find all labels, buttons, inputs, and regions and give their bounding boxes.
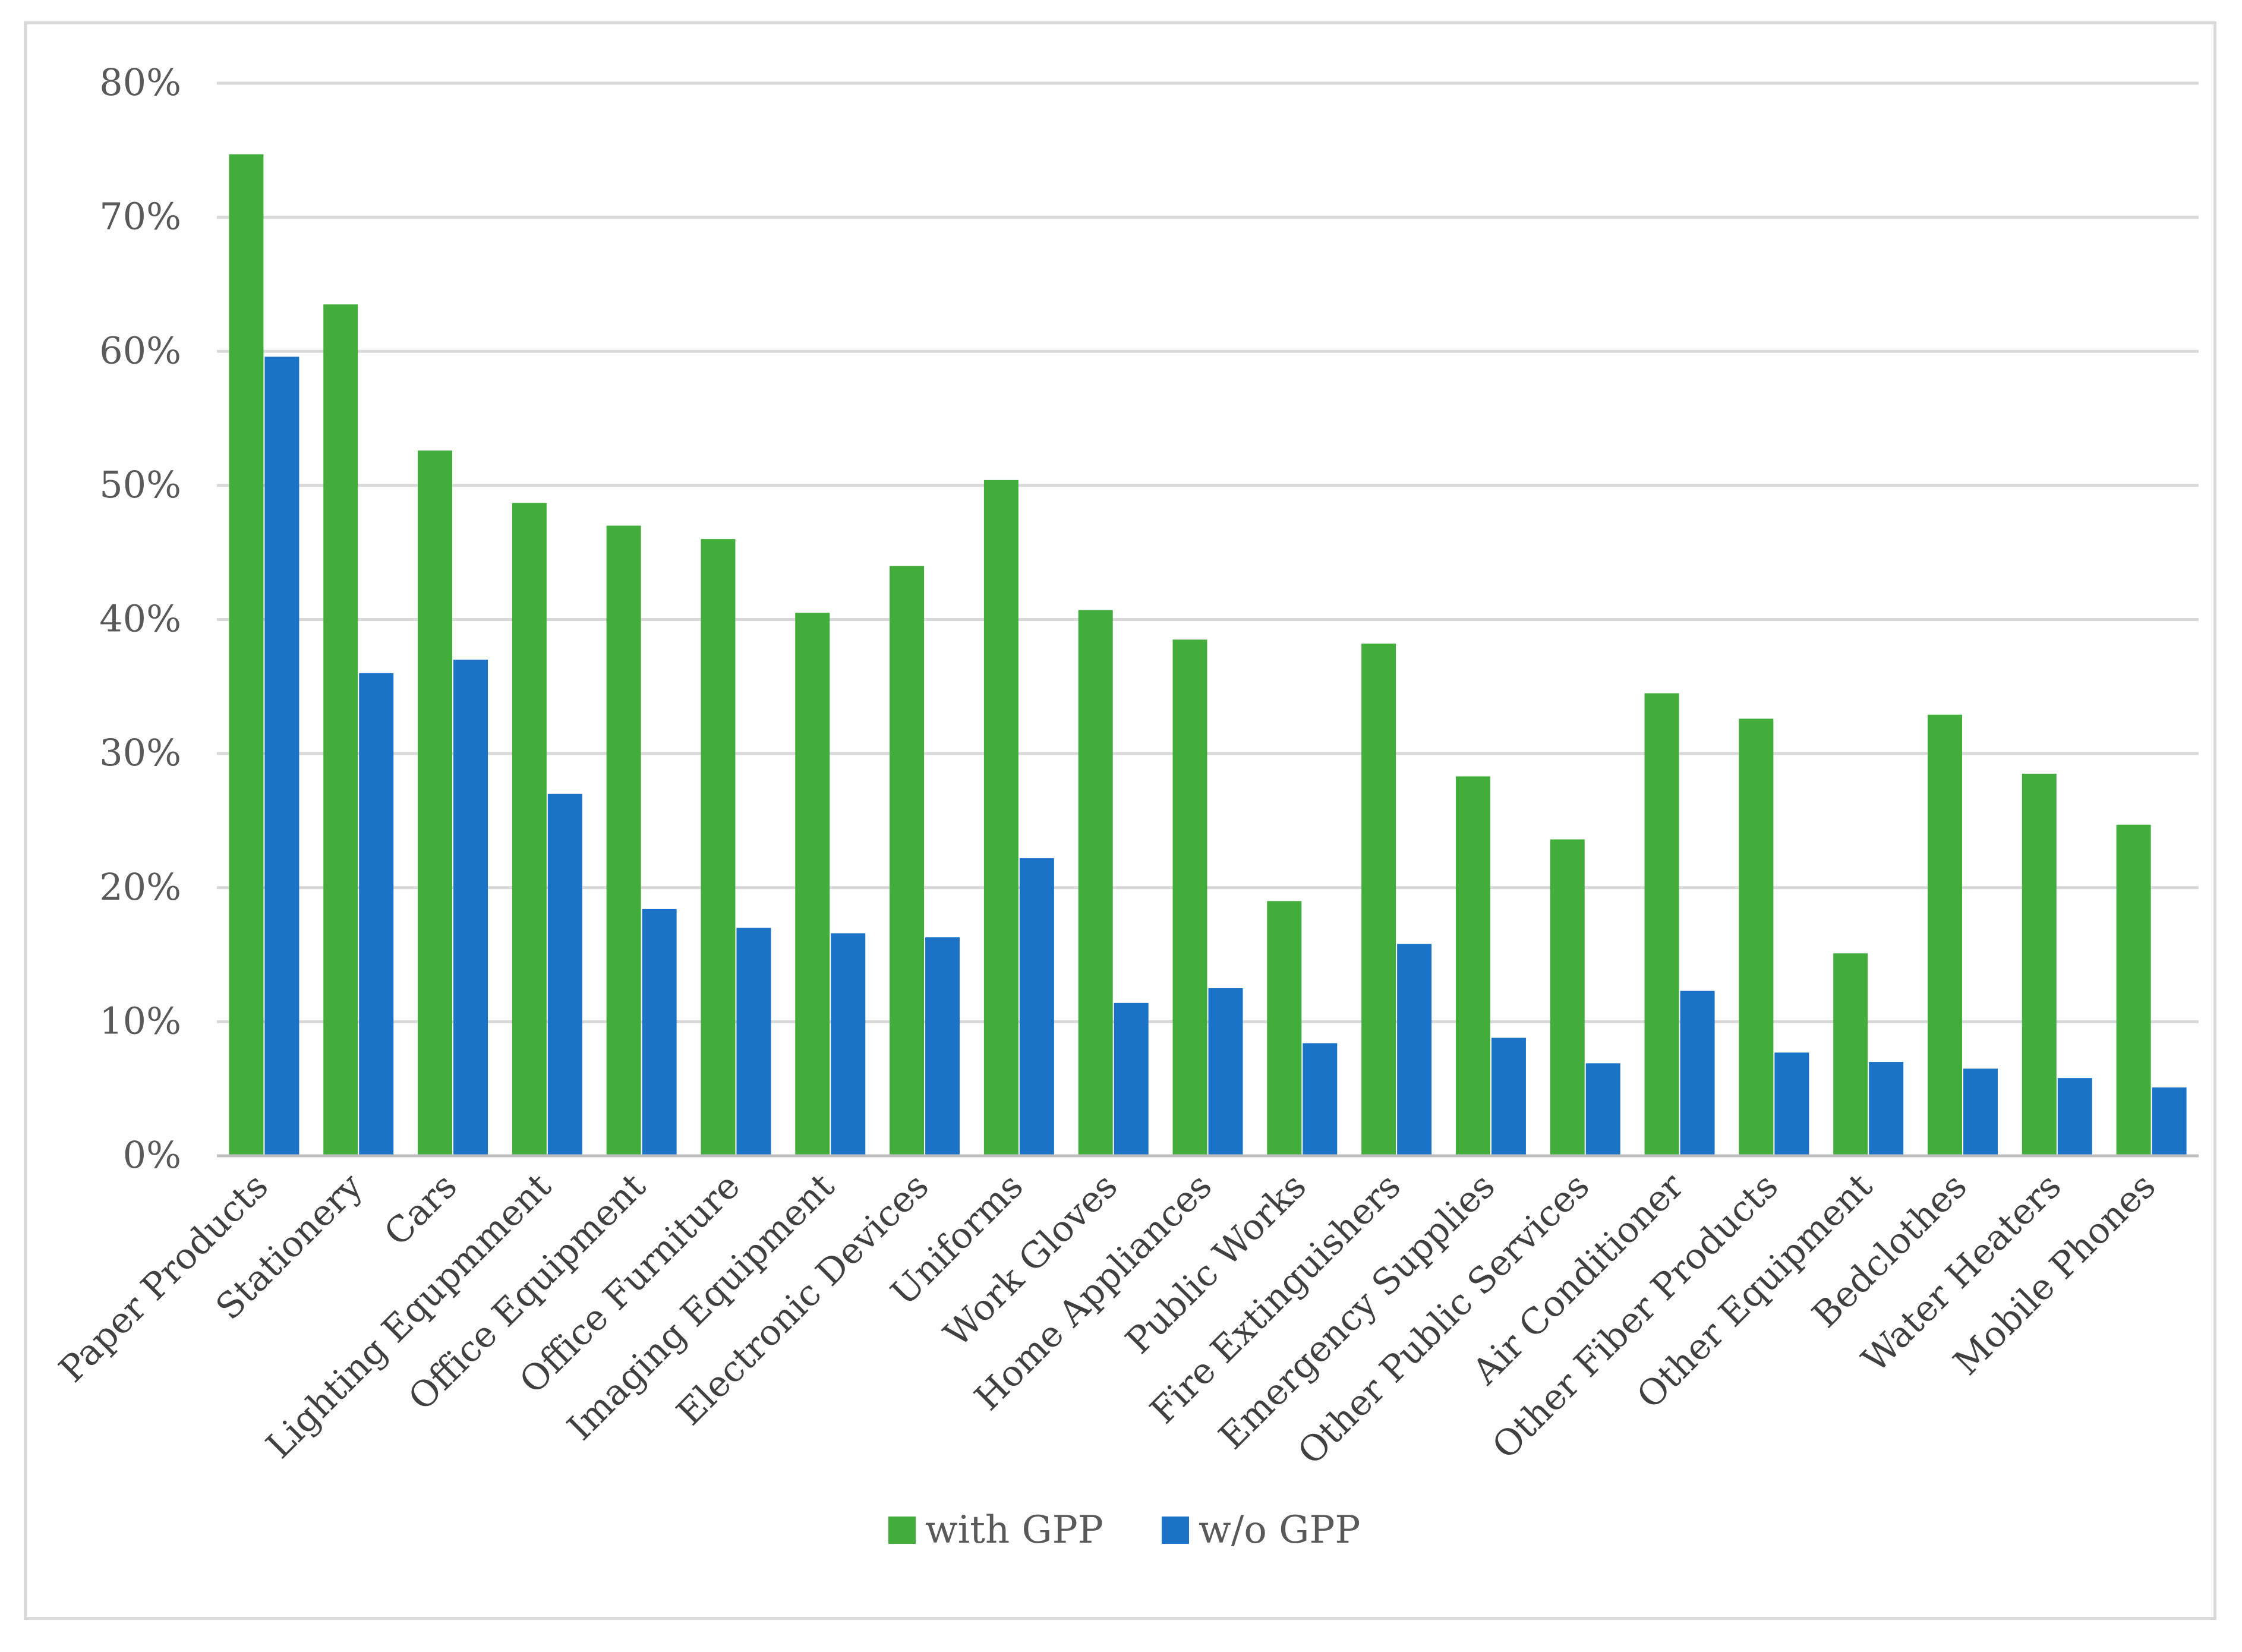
bar-without-gpp[interactable] xyxy=(2057,1078,2092,1156)
bar-without-gpp[interactable] xyxy=(1019,858,1054,1156)
bar-with-gpp[interactable] xyxy=(1739,718,1774,1156)
bar-with-gpp[interactable] xyxy=(890,566,925,1156)
legend[interactable]: with GPP w/o GPP xyxy=(888,1508,1360,1552)
y-tick-label: 20% xyxy=(99,865,181,909)
bar-without-gpp[interactable] xyxy=(642,909,677,1156)
bar-without-gpp[interactable] xyxy=(1680,991,1715,1156)
legend-label: w/o GPP xyxy=(1199,1508,1360,1552)
bar-with-gpp[interactable] xyxy=(983,480,1018,1156)
bar-with-gpp[interactable] xyxy=(1172,639,1207,1156)
bar-without-gpp[interactable] xyxy=(2152,1087,2187,1156)
bar-with-gpp[interactable] xyxy=(1644,693,1679,1156)
bar-without-gpp[interactable] xyxy=(1869,1062,1904,1156)
category-label: Cars xyxy=(376,1165,465,1254)
y-tick-label: 50% xyxy=(99,463,181,506)
bar-without-gpp[interactable] xyxy=(1208,988,1243,1156)
bar-with-gpp[interactable] xyxy=(1927,714,1962,1156)
bar-with-gpp[interactable] xyxy=(323,304,358,1156)
bars xyxy=(229,154,2187,1156)
y-axis-ticks: 0% 10% 20% 30% 40% 50% 60% 70% 80% xyxy=(99,61,181,1177)
legend-label: with GPP xyxy=(925,1508,1103,1552)
bar-without-gpp[interactable] xyxy=(1303,1043,1338,1156)
bar-without-gpp[interactable] xyxy=(1114,1002,1149,1156)
bar-with-gpp[interactable] xyxy=(1267,901,1302,1156)
bar-without-gpp[interactable] xyxy=(736,928,771,1156)
gridlines xyxy=(217,81,2199,1023)
bar-without-gpp[interactable] xyxy=(831,933,866,1156)
bar-without-gpp[interactable] xyxy=(547,793,582,1156)
bar-with-gpp[interactable] xyxy=(1078,610,1113,1156)
bar-with-gpp[interactable] xyxy=(795,613,830,1156)
y-tick-label: 60% xyxy=(99,329,181,372)
y-tick-label: 70% xyxy=(99,195,181,238)
bar-without-gpp[interactable] xyxy=(359,673,394,1156)
legend-item-without-gpp[interactable]: w/o GPP xyxy=(1162,1508,1360,1552)
bar-without-gpp[interactable] xyxy=(264,357,299,1156)
bar-without-gpp[interactable] xyxy=(1774,1052,1809,1156)
bar-with-gpp[interactable] xyxy=(701,539,736,1156)
bar-without-gpp[interactable] xyxy=(1585,1063,1620,1156)
bar-with-gpp[interactable] xyxy=(1833,953,1868,1156)
legend-swatch xyxy=(888,1517,916,1544)
bar-with-gpp[interactable] xyxy=(1550,839,1585,1156)
bar-with-gpp[interactable] xyxy=(229,154,264,1156)
y-tick-label: 30% xyxy=(99,731,181,774)
bar-without-gpp[interactable] xyxy=(1963,1068,1998,1156)
legend-swatch xyxy=(1162,1517,1189,1544)
bar-with-gpp[interactable] xyxy=(418,450,453,1156)
y-tick-label: 40% xyxy=(99,597,181,641)
bar-with-gpp[interactable] xyxy=(512,503,547,1156)
y-tick-label: 10% xyxy=(99,999,181,1042)
y-tick-label: 0% xyxy=(123,1133,181,1177)
bar-with-gpp[interactable] xyxy=(2116,824,2151,1156)
bar-with-gpp[interactable] xyxy=(2022,773,2057,1156)
y-tick-label: 80% xyxy=(99,61,181,104)
bar-without-gpp[interactable] xyxy=(1491,1038,1526,1156)
legend-item-with-gpp[interactable]: with GPP xyxy=(888,1508,1103,1552)
bar-with-gpp[interactable] xyxy=(606,525,641,1156)
bar-with-gpp[interactable] xyxy=(1455,776,1490,1156)
bar-without-gpp[interactable] xyxy=(453,660,488,1156)
bar-without-gpp[interactable] xyxy=(1397,944,1432,1156)
bar-with-gpp[interactable] xyxy=(1361,644,1396,1156)
bar-without-gpp[interactable] xyxy=(925,937,960,1156)
